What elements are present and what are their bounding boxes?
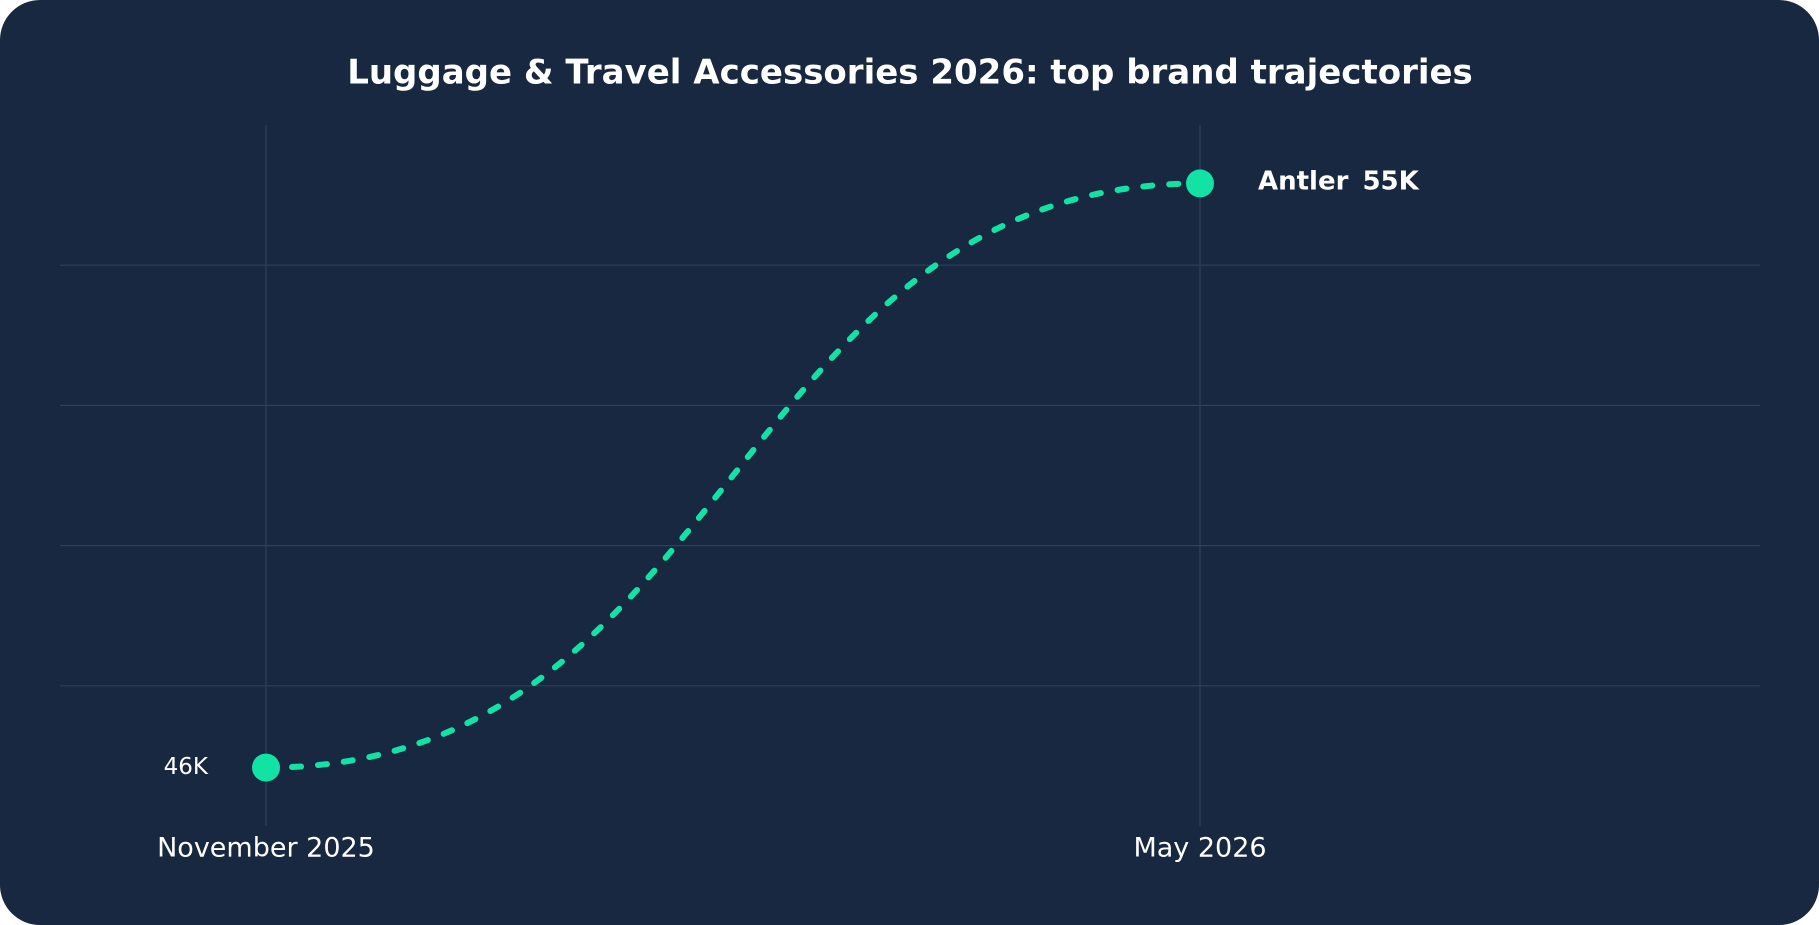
chart-title: Luggage & Travel Accessories 2026: top b…	[347, 53, 1473, 93]
x-tick-label: November 2025	[157, 833, 375, 864]
x-tick-label: May 2026	[1133, 833, 1266, 864]
value-label: 55K	[1362, 166, 1419, 196]
point	[1186, 169, 1214, 198]
series-label: Antler 55K	[1258, 166, 1420, 196]
line	[263, 180, 1203, 771]
series-name: Antler	[1258, 166, 1349, 196]
value-label: 46K	[164, 754, 209, 780]
point	[252, 753, 280, 782]
